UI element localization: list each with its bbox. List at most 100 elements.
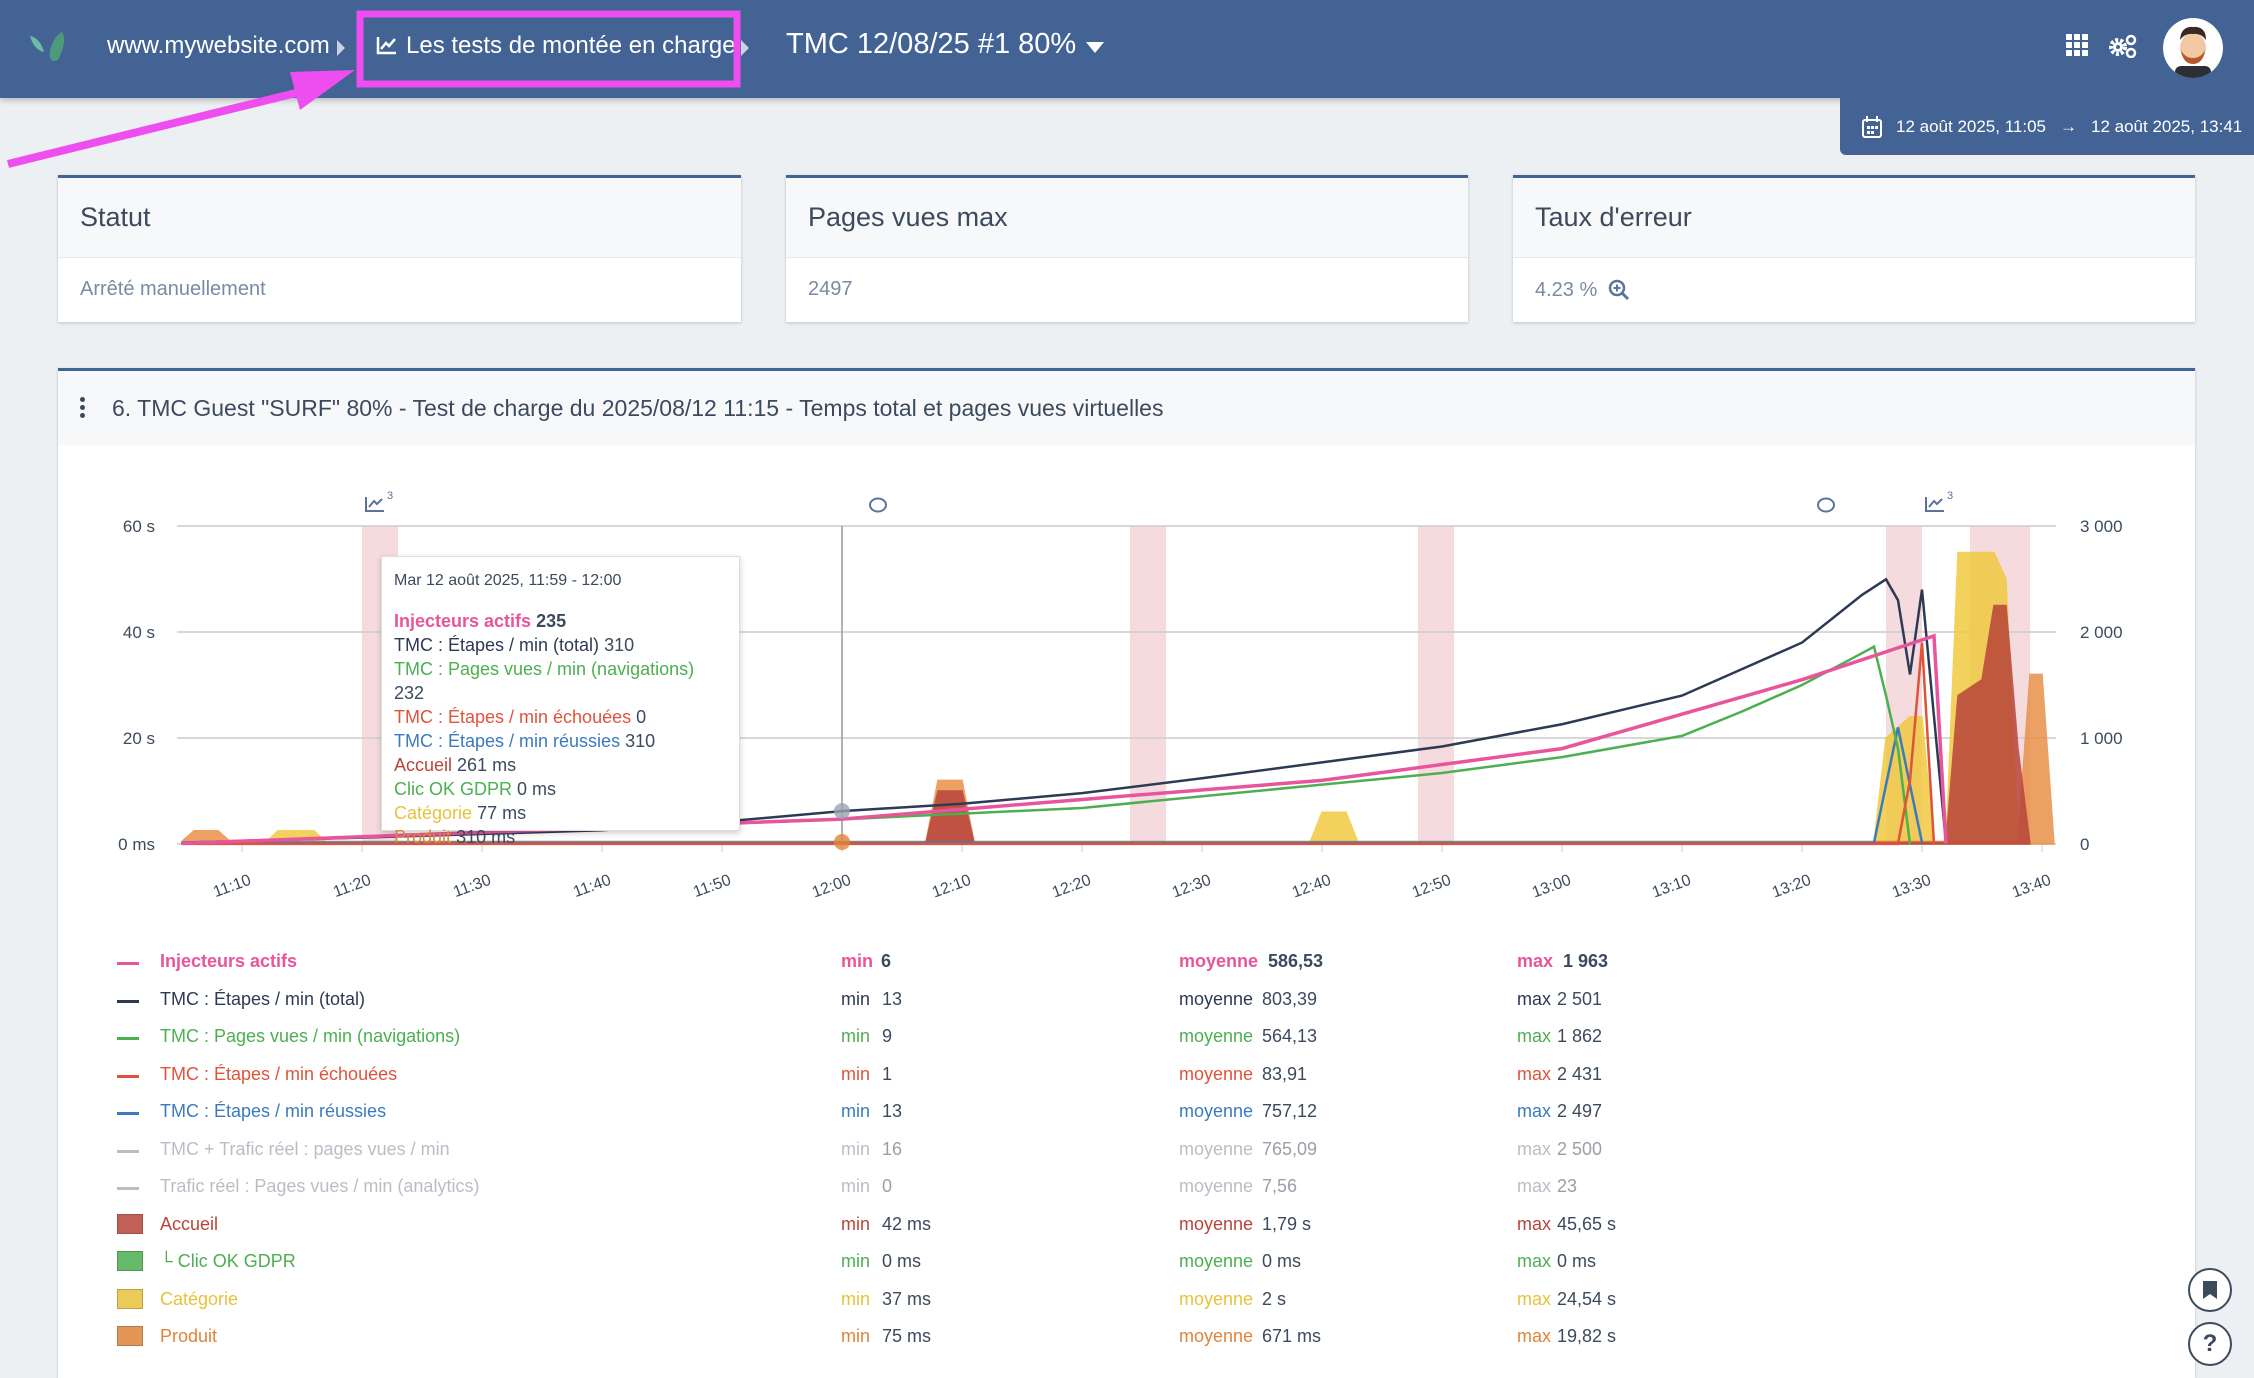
legend-avg-value: 803,39 xyxy=(1262,988,1318,1009)
legend-row[interactable]: TMC : Pages vues / min (navigations) min… xyxy=(0,1026,2254,1063)
legend-avg-label: moyenne xyxy=(1179,1213,1254,1234)
legend-min-label: min xyxy=(841,1176,871,1196)
legend-avg-value: 586,53 xyxy=(1268,951,1324,971)
zoom-in-icon[interactable] xyxy=(1607,278,1631,302)
legend-row[interactable]: Produit min 75 ms moyenne 671 ms max 19,82 … xyxy=(0,1326,2254,1363)
tooltip-row: Catégorie 77 ms xyxy=(394,801,727,825)
legend-avg-value: 671 ms xyxy=(1262,1326,1322,1346)
legend-line-swatch xyxy=(117,1187,139,1190)
logo[interactable] xyxy=(28,30,84,66)
test-title-dropdown[interactable]: TMC 12/08/25 #1 80% xyxy=(786,28,1077,60)
series-line xyxy=(181,577,1948,844)
tooltip-value: 235 xyxy=(536,611,567,631)
date-range[interactable]: 12 août 2025, 11:05 → 12 août 2025, 13:4… xyxy=(1840,98,2254,155)
legend-name: TMC : Étapes / min réussies xyxy=(160,1101,387,1121)
tooltip-row: Injecteurs actifs 235 xyxy=(394,609,727,633)
y-right-tick-label: 1 000 xyxy=(2080,729,2123,748)
tooltip-value: 0 xyxy=(636,707,647,727)
card-value: Arrêté manuellement xyxy=(80,278,266,300)
apps-grid-icon[interactable] xyxy=(2066,34,2088,56)
legend-name: Accueil xyxy=(160,1213,219,1234)
legend-min-label: min xyxy=(841,1026,871,1046)
legend-max-value: 2 500 xyxy=(1557,1138,1603,1159)
legend-line-swatch xyxy=(117,962,139,965)
legend-line-swatch xyxy=(117,1149,139,1153)
legend-avg-value: 757,12 xyxy=(1262,1101,1318,1121)
chart-annotation-icon xyxy=(1925,497,1944,512)
legend-max-label: max xyxy=(1517,988,1552,1009)
legend-max-label: max xyxy=(1517,1213,1552,1234)
legend-max-value: 2 431 xyxy=(1557,1063,1603,1084)
tooltip-row: TMC : Étapes / min échouées 0 xyxy=(394,705,727,729)
settings-gears-icon[interactable] xyxy=(2108,34,2138,58)
legend-name: └ Clic OK GDPR xyxy=(160,1251,296,1271)
legend-avg-label: moyenne xyxy=(1179,1026,1254,1046)
legend-name: TMC : Pages vues / min (navigations) xyxy=(160,1026,461,1046)
bookmark-button[interactable] xyxy=(2188,1268,2232,1312)
error-rate-card: Taux d'erreur 4.23 % xyxy=(1513,175,2195,322)
legend-row[interactable]: Accueil min 42 ms moyenne 1,79 s max 45,65 … xyxy=(0,1213,2254,1251)
legend-name: TMC : Étapes / min (total) xyxy=(160,988,366,1009)
help-button[interactable]: ? xyxy=(2188,1322,2232,1366)
x-tick-label: 13:00 xyxy=(1530,872,1574,902)
legend-area-swatch xyxy=(117,1251,143,1271)
area-accueil xyxy=(181,604,2031,845)
legend-max-value: 2 501 xyxy=(1557,988,1603,1009)
legend-max-value: 1 963 xyxy=(1563,951,1609,971)
legend-avg-value: 83,91 xyxy=(1262,1063,1308,1084)
legend-min-value: 1 xyxy=(882,1063,893,1084)
legend-row[interactable]: Catégorie min 37 ms moyenne 2 s max 24,54 s xyxy=(0,1288,2254,1326)
x-tick-label: 12:50 xyxy=(1410,872,1454,902)
legend-row[interactable]: TMC + Trafic réel : pages vues / min min… xyxy=(0,1139,2254,1176)
legend-min-label: min xyxy=(841,1213,871,1234)
bookmark-icon xyxy=(2203,1281,2217,1299)
annotation-count: 3 xyxy=(387,490,393,502)
tooltip-value: 310 xyxy=(604,635,635,655)
legend-max-value: 2 497 xyxy=(1557,1101,1603,1121)
legend-max-value: 23 xyxy=(1557,1176,1578,1196)
legend-min-value: 0 xyxy=(882,1176,893,1196)
legend-avg-label: moyenne xyxy=(1179,1176,1254,1196)
chevron-down-icon[interactable] xyxy=(1086,42,1104,53)
legend-min-label: min xyxy=(841,1138,871,1159)
legend-avg-label: moyenne xyxy=(1179,1251,1254,1271)
user-avatar[interactable] xyxy=(2163,18,2223,78)
legend-row[interactable]: Injecteurs actifs min 6 moyenne 586,53 max… xyxy=(0,951,2254,988)
legend-min-label: min xyxy=(841,1288,871,1309)
legend-row[interactable]: └ Clic OK GDPR min 0 ms moyenne 0 ms max 0 … xyxy=(0,1251,2254,1288)
x-tick-label: 11:50 xyxy=(691,872,733,901)
x-tick-label: 13:30 xyxy=(1890,872,1934,902)
hover-marker xyxy=(834,834,850,850)
legend-row[interactable]: TMC : Étapes / min échouées min 1 moyenne… xyxy=(0,1064,2254,1101)
series-line xyxy=(182,642,1936,846)
legend-name: TMC : Étapes / min échouées xyxy=(160,1063,398,1084)
legend-name: TMC + Trafic réel : pages vues / min xyxy=(160,1138,450,1159)
legend-avg-label: moyenne xyxy=(1179,1138,1254,1159)
tooltip-label: Clic OK GDPR xyxy=(394,779,513,799)
tooltip-value: 310 ms xyxy=(456,827,516,847)
breadcrumb-site[interactable]: www.mywebsite.com xyxy=(107,32,330,59)
legend-max-label: max xyxy=(1517,1026,1552,1046)
legend-max-label: max xyxy=(1517,1063,1552,1084)
legend-row[interactable]: TMC : Étapes / min réussies min 13 moyenn… xyxy=(0,1101,2254,1138)
chart-title: 6. TMC Guest "SURF" 80% - Test de charge… xyxy=(112,395,1164,421)
legend-name: Produit xyxy=(160,1326,218,1346)
date-from: 12 août 2025, 11:05 xyxy=(1896,116,2046,136)
legend-avg-value: 564,13 xyxy=(1262,1026,1318,1046)
tooltip-row: Accueil 261 ms xyxy=(394,753,727,777)
card-title: Pages vues max xyxy=(786,178,1468,258)
x-tick-label: 12:00 xyxy=(810,872,854,902)
legend-row[interactable]: TMC : Étapes / min (total) min 13 moyenne… xyxy=(0,989,2254,1026)
annotation-count: 3 xyxy=(1947,490,1953,502)
card-value: 2497 xyxy=(808,278,853,300)
legend-avg-value: 1,79 s xyxy=(1262,1213,1312,1234)
legend-min-value: 0 ms xyxy=(882,1251,922,1271)
legend-row[interactable]: Trafic réel : Pages vues / min (analytic… xyxy=(0,1176,2254,1213)
legend-min-value: 37 ms xyxy=(882,1288,932,1309)
legend-min-label: min xyxy=(841,988,871,1009)
legend-area-swatch xyxy=(117,1213,143,1234)
more-options-icon[interactable] xyxy=(80,397,86,421)
legend-min-value: 42 ms xyxy=(882,1213,932,1234)
legend-min-value: 6 xyxy=(881,951,892,971)
